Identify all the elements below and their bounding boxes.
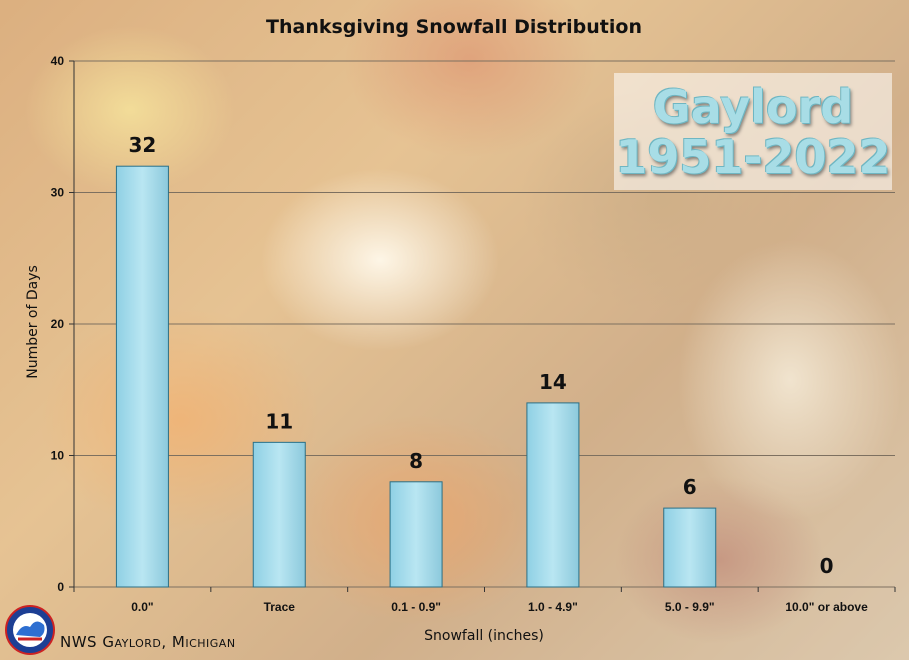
location-overlay: Gaylord 1951-2022: [614, 73, 892, 190]
x-tick-label: Trace: [264, 600, 296, 614]
location-name: Gaylord: [652, 79, 854, 134]
y-axis-ticks: 0 10 20 30 40: [51, 54, 65, 594]
y-tick-label: 20: [51, 317, 65, 331]
y-tick-label: 30: [51, 186, 65, 200]
x-tick-label: 10.0" or above: [785, 600, 868, 614]
bars: [115, 165, 717, 588]
bar: [526, 402, 580, 588]
x-tick-label: 5.0 - 9.9": [665, 600, 715, 614]
bar: [663, 507, 717, 588]
x-tick-label: 0.1 - 0.9": [391, 600, 441, 614]
x-tick-label: 0.0": [131, 600, 153, 614]
y-tick-label: 0: [57, 580, 64, 594]
x-axis-title: Snowfall (inches): [424, 628, 544, 644]
bar: [389, 481, 443, 588]
bar-value-label: 11: [265, 409, 293, 433]
period-of-record: 1951-2022: [615, 129, 891, 184]
grid-lines: [69, 60, 896, 592]
y-axis-title: Number of Days: [25, 265, 41, 379]
y-tick-label: 40: [51, 54, 65, 68]
bar-value-label: 6: [683, 475, 697, 499]
nws-logo-icon: [5, 605, 55, 655]
bar: [252, 441, 306, 588]
footer-credit: NWS Gaylord, Michigan: [60, 633, 236, 651]
y-tick-label: 10: [51, 449, 65, 463]
bar-value-label: 32: [128, 133, 156, 157]
bar-value-label: 0: [820, 554, 834, 578]
data-labels: 32 11 8 14 6 0: [128, 133, 833, 578]
bar: [115, 165, 169, 588]
x-tick-label: 1.0 - 4.9": [528, 600, 578, 614]
chart-title: Thanksgiving Snowfall Distribution: [266, 16, 642, 38]
bar-value-label: 8: [409, 449, 423, 473]
bar-value-label: 14: [539, 370, 567, 394]
x-axis-ticks: 0.0" Trace 0.1 - 0.9" 1.0 - 4.9" 5.0 - 9.9" 1…: [131, 600, 868, 614]
